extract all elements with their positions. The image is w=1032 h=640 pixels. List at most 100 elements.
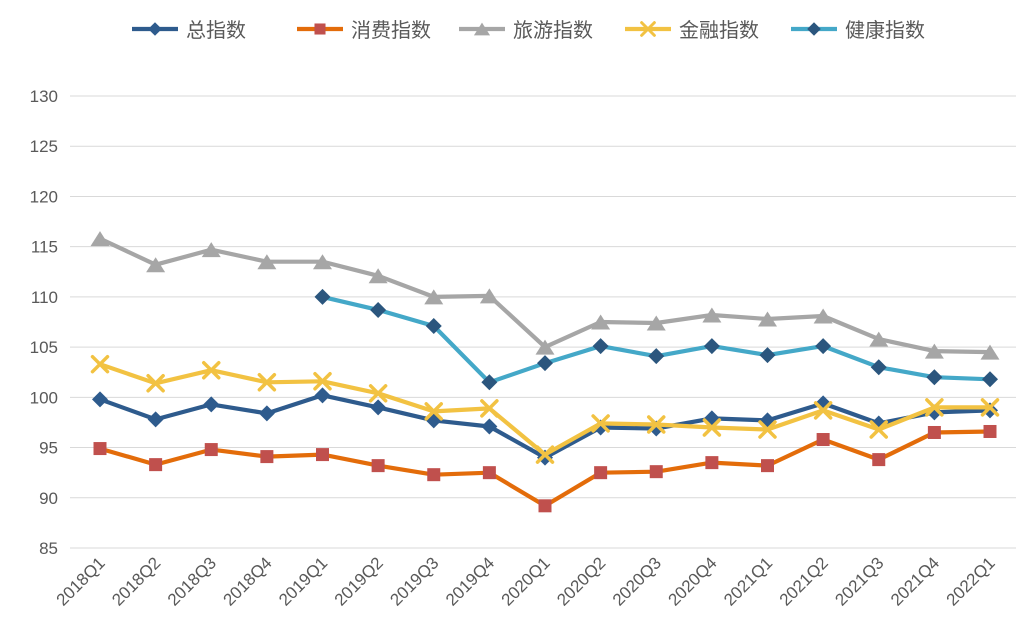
consumption-index-point-2021Q3	[872, 453, 886, 467]
x-tick-label: 2021Q3	[831, 553, 887, 609]
x-tick-label: 2018Q2	[108, 553, 164, 609]
y-tick-label: 95	[39, 439, 58, 458]
health-index-point-2021Q4	[926, 369, 943, 386]
finance-index-point-2018Q4	[257, 373, 277, 392]
total-index-point-2022Q1	[982, 402, 998, 419]
tourism-index-point-2021Q4	[924, 343, 944, 359]
health-index-point-2019Q4	[481, 374, 498, 391]
x-tick-label: 2019Q4	[442, 553, 498, 609]
y-tick-label: 120	[30, 187, 58, 206]
legend-item-tourism-index[interactable]: 旅游指数	[459, 19, 593, 42]
series-tourism-index	[90, 231, 1000, 360]
tourism-index-point-2020Q2	[591, 314, 611, 330]
finance-index-point-2021Q2	[813, 401, 833, 420]
consumption-index-point-2019Q2	[371, 459, 385, 473]
y-tick-label: 105	[30, 338, 58, 357]
tourism-index-point-2018Q2	[146, 257, 166, 273]
x-tick-label: 2018Q3	[164, 553, 220, 609]
finance-index-point-2021Q4	[925, 398, 944, 417]
series-line-total-index	[97, 393, 993, 460]
consumption-index-point-2020Q2	[594, 466, 608, 480]
legend-marker-consumption-index	[314, 23, 326, 35]
consumption-index-point-2018Q4	[260, 450, 274, 464]
finance-index-point-2018Q1	[90, 354, 110, 374]
tourism-index-point-2020Q1	[535, 339, 555, 355]
y-tick-label: 125	[30, 137, 58, 156]
y-tick-label: 115	[31, 238, 58, 257]
tourism-index-point-2021Q1	[758, 311, 777, 327]
x-tick-label: 2018Q4	[219, 553, 275, 609]
finance-index-point-2020Q4	[702, 418, 722, 437]
tourism-index-point-2021Q2	[813, 308, 833, 324]
series-consumption-index	[93, 424, 997, 513]
tourism-index-point-2020Q4	[702, 307, 722, 323]
health-index-point-2020Q4	[703, 338, 720, 355]
legend-item-total-index[interactable]: 总指数	[132, 19, 246, 42]
legend-marker-tourism-index	[473, 22, 491, 36]
total-index-point-2018Q3	[203, 396, 220, 413]
consumption-index-point-2021Q4	[927, 425, 941, 439]
tourism-index-point-2019Q2	[368, 268, 388, 284]
series-health-index	[314, 288, 998, 391]
consumption-index-point-2022Q1	[983, 424, 997, 438]
finance-index-point-2019Q1	[313, 372, 332, 391]
health-index-point-2019Q1	[314, 288, 331, 305]
consumption-index-point-2019Q4	[482, 466, 496, 480]
health-index-point-2019Q3	[425, 318, 442, 335]
legend-label-health-index: 健康指数	[845, 19, 925, 42]
consumption-index-point-2020Q4	[705, 456, 719, 470]
consumption-index-point-2019Q1	[316, 448, 329, 462]
x-tick-label: 2018Q1	[53, 553, 109, 609]
health-index-point-2021Q1	[759, 347, 776, 364]
health-index-point-2019Q2	[370, 301, 387, 318]
legend-label-tourism-index: 旅游指数	[513, 19, 593, 42]
total-index-point-2018Q2	[147, 411, 164, 428]
tourism-index-point-2022Q1	[980, 344, 1000, 360]
total-index-point-2018Q4	[258, 405, 275, 422]
legend-item-consumption-index[interactable]: 消费指数	[297, 19, 431, 42]
legend-marker-total-index	[148, 22, 162, 36]
y-tick-label: 90	[39, 489, 58, 508]
legend: 总指数 消费指数 旅游指数 金融指数 健康指数	[132, 19, 925, 42]
health-index-point-2021Q2	[815, 338, 832, 355]
legend-item-finance-index[interactable]: 金融指数	[625, 19, 759, 42]
finance-index-point-2019Q4	[480, 399, 499, 418]
health-index-point-2020Q2	[592, 338, 609, 355]
x-tick-label: 2020Q2	[553, 553, 609, 609]
legend-marker-health-index	[807, 22, 821, 36]
tourism-index-point-2019Q4	[479, 288, 499, 304]
legend-item-health-index[interactable]: 健康指数	[791, 19, 925, 42]
legend-label-finance-index: 金融指数	[679, 19, 759, 42]
x-tick-label: 2020Q1	[498, 553, 554, 609]
y-tick-label: 100	[30, 388, 58, 407]
tourism-index-point-2019Q3	[424, 289, 444, 305]
finance-index-point-2018Q3	[202, 360, 221, 380]
x-tick-label: 2019Q3	[386, 553, 442, 609]
x-tick-label: 2022Q1	[943, 553, 999, 609]
x-tick-label: 2021Q1	[720, 553, 776, 609]
total-index-point-2018Q1	[92, 391, 108, 408]
gridlines	[70, 95, 1016, 549]
series-line-consumption-index	[97, 429, 993, 508]
x-tick-label: 2020Q4	[664, 553, 720, 609]
finance-index-point-2020Q1	[535, 445, 555, 464]
finance-index-point-2019Q3	[424, 402, 443, 421]
finance-index-point-2018Q2	[146, 374, 165, 393]
series-line-tourism-index	[97, 236, 993, 355]
series-total-index	[92, 387, 998, 466]
x-tick-label: 2019Q1	[275, 553, 331, 609]
consumption-index-point-2021Q2	[816, 433, 830, 447]
y-tick-label: 85	[39, 539, 58, 558]
health-index-point-2020Q1	[537, 355, 553, 372]
y-axis-labels: 130 125 120 115 110 105 100 95 90 85	[30, 87, 58, 558]
tourism-index-point-2018Q3	[201, 242, 221, 258]
legend-label-consumption-index: 消费指数	[351, 19, 431, 42]
tourism-index-point-2019Q1	[313, 254, 332, 270]
tourism-index-point-2018Q1	[90, 231, 110, 247]
finance-index-point-2020Q3	[647, 415, 666, 434]
x-tick-label: 2020Q3	[609, 553, 665, 609]
finance-index-point-2019Q2	[368, 384, 388, 403]
finance-index-point-2021Q1	[758, 420, 777, 439]
